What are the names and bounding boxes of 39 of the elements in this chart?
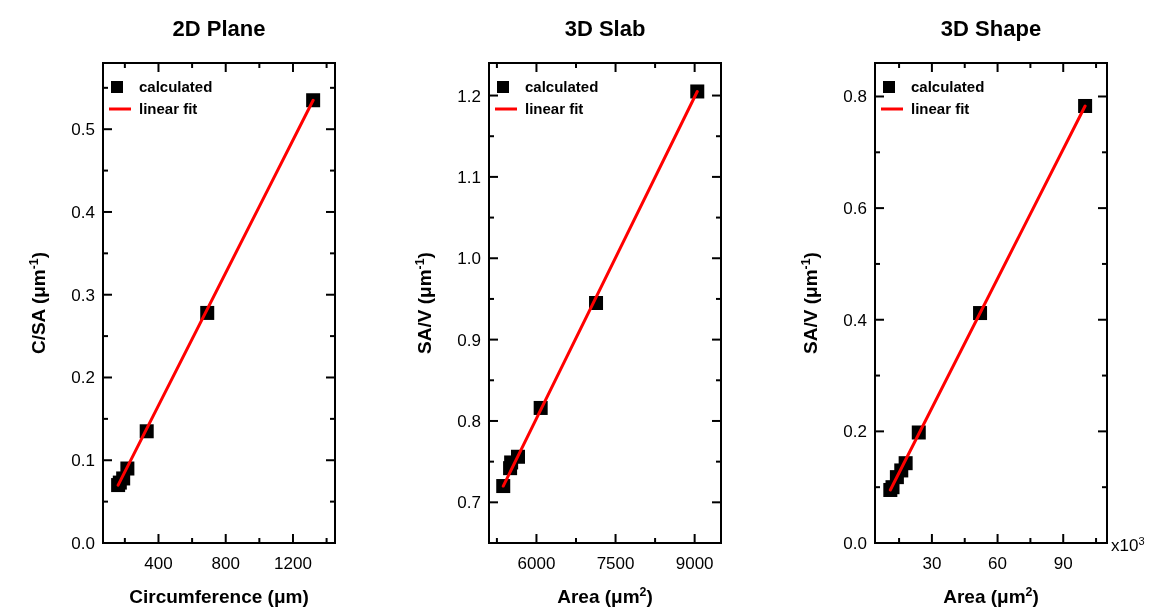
y-tick-label: 0.0 [71,534,95,553]
legend-label: calculated [911,78,985,95]
legend-label: calculated [525,78,599,95]
chart-title: 3D Slab [564,16,646,41]
x-tick-label: 7500 [596,554,635,573]
y-tick-label: 0.8 [457,411,481,431]
y-tick-label: 1.2 [457,86,481,106]
y-tick-label: 0.2 [843,422,867,442]
text: x10$^{3}$ [1111,535,1145,555]
x-tick-label: 90 [1053,554,1073,573]
y-tick-label: 0.1 [71,451,95,471]
x-tick-label: 6000 [517,554,556,573]
x-axis-title: Circumference (μm) [129,586,309,607]
y-tick-label: 0.3 [71,285,95,305]
legend-label: linear fit [139,100,198,117]
legend-label: linear fit [911,100,970,117]
x-axis-title: Area (μm$^{2}$) [943,585,1039,607]
chart-title: 3D Shape [940,16,1042,41]
y-tick-label: 0.7 [457,493,481,513]
y-tick-label: 0.8 [843,87,867,107]
y-tick-label: 0.4 [71,202,95,222]
x-tick-label: 60 [988,554,1008,573]
x-axis-title: Area (μm$^{2}$) [557,585,653,607]
x-tick-label: 1200 [274,554,312,573]
y-tick-label: 0.4 [843,310,867,330]
x-tick-label: 400 [144,554,173,573]
y-tick-label: 0.9 [457,330,481,350]
y-tick-label: 0.0 [843,534,867,553]
legend-label: linear fit [525,100,584,117]
legend-label: calculated [139,78,213,95]
x-tick-label: 800 [211,554,240,573]
y-tick-label: 1.1 [457,167,481,187]
y-tick-label: 0.5 [71,120,95,140]
chart-title: 2D Plane [172,16,266,41]
y-tick-label: 1.0 [457,249,481,269]
x-tick-label: 9000 [675,554,714,573]
x-tick-label: 30 [922,554,942,573]
y-tick-label: 0.6 [843,199,867,219]
y-tick-label: 0.2 [71,368,95,388]
